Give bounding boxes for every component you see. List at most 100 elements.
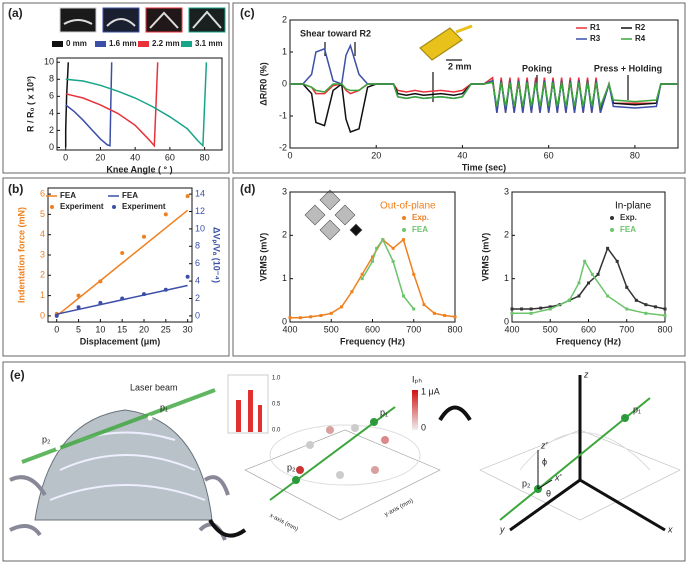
lattice-cell xyxy=(304,204,326,226)
photo-arc xyxy=(192,10,222,29)
y2-tick-label: 12 xyxy=(195,206,205,216)
dot xyxy=(326,426,334,434)
marker xyxy=(539,306,543,310)
marker xyxy=(401,238,405,242)
legend-label: 3.1 mm xyxy=(195,39,223,48)
x-tick-label: 25 xyxy=(161,324,171,334)
lattice-cell xyxy=(319,219,341,241)
panel-label: (a) xyxy=(8,6,23,20)
y-axis xyxy=(509,478,581,532)
photo-strip xyxy=(59,7,226,33)
legend-swatch xyxy=(610,228,614,232)
frame-c xyxy=(232,2,686,174)
x-tick-label: 40 xyxy=(457,150,467,160)
legend-label: 0 mm xyxy=(66,39,87,48)
bar3d xyxy=(236,400,241,432)
dot xyxy=(306,441,314,449)
series-line xyxy=(512,259,666,317)
y-tick-label: 4 xyxy=(40,229,45,239)
marker xyxy=(371,255,374,259)
y2-axis-label: ΔVₚ/Vₐ (10⁻⁴) xyxy=(212,227,222,283)
laser-label: Laser beam xyxy=(130,382,178,392)
legend-swatch xyxy=(181,41,192,47)
marker xyxy=(644,311,648,315)
marker xyxy=(510,307,514,311)
y-tick-label: 2 xyxy=(282,14,287,24)
x-tick-label: 600 xyxy=(365,324,380,334)
marker xyxy=(288,316,292,320)
xp-label: x' xyxy=(554,472,562,482)
dome-outline xyxy=(519,432,651,471)
dot xyxy=(351,424,359,432)
panel-label: (c) xyxy=(240,6,255,20)
legend-label: Experiment xyxy=(60,202,104,211)
legend-label: R4 xyxy=(635,34,646,43)
p1-label: p₁ xyxy=(160,402,168,412)
marker xyxy=(663,314,667,317)
y-tick-label: 6 xyxy=(40,188,45,198)
legend-label: FEA xyxy=(412,225,428,234)
marker xyxy=(185,194,190,199)
legend-swatch xyxy=(95,41,106,47)
marker xyxy=(520,307,524,311)
marker xyxy=(634,298,638,302)
legend-label: R2 xyxy=(635,23,646,32)
y-axis-label: VRMS (mV) xyxy=(480,233,490,282)
y-tick-label: 0 xyxy=(40,310,45,320)
x-tick-label: 80 xyxy=(200,152,210,162)
marker xyxy=(340,305,344,309)
marker xyxy=(360,272,364,276)
y-tick-label: 3 xyxy=(504,186,509,196)
x-axis-label: Knee Angle ( ° ) xyxy=(106,164,172,174)
colorbar xyxy=(412,390,418,430)
series-line xyxy=(65,62,208,148)
bar3d xyxy=(248,390,253,432)
marker xyxy=(391,259,395,263)
z-tick: 0.5 xyxy=(272,402,281,408)
y-tick-label: 3 xyxy=(282,186,287,196)
marker xyxy=(653,305,657,309)
x-axis-label: Displacement (μm) xyxy=(80,336,161,346)
marker xyxy=(98,300,103,305)
z-tick: 0.0 xyxy=(272,428,281,434)
x-tick-label: 700 xyxy=(619,324,634,334)
annotation: 2 mm xyxy=(448,61,472,71)
frame-d xyxy=(232,177,686,357)
bar3d xyxy=(258,405,262,432)
marker xyxy=(381,238,385,242)
y-tick-label: 2 xyxy=(504,230,509,240)
series-line xyxy=(56,209,189,317)
y2-tick-label: 8 xyxy=(195,241,200,251)
marker xyxy=(142,234,146,239)
x-tick-label: 30 xyxy=(183,324,193,334)
phi-label: ϕ xyxy=(542,456,547,466)
y-axis-label: ΔR/R0 (%) xyxy=(258,62,268,105)
marker xyxy=(453,315,457,319)
frame-a xyxy=(2,2,230,174)
zp-label: z' xyxy=(540,440,548,450)
x-tick-label: 400 xyxy=(504,324,519,334)
chart-title: Out-of-plane xyxy=(380,201,436,212)
x-tick-label: 20 xyxy=(139,324,149,334)
y2-tick-label: 2 xyxy=(195,293,200,303)
x-axis-label: Frequency (Hz) xyxy=(340,336,405,346)
marker xyxy=(142,292,146,297)
y-tick-label: -2 xyxy=(279,142,287,152)
legend-label: 2.2 mm xyxy=(152,39,180,48)
y-tick-label: -1 xyxy=(279,110,287,120)
x-tick-label: 60 xyxy=(544,150,554,160)
legend-label: FEA xyxy=(620,225,636,234)
marker xyxy=(76,293,81,298)
marker xyxy=(412,307,416,311)
marker xyxy=(401,294,405,298)
y-tick-label: 3 xyxy=(40,249,45,259)
legend-label: R3 xyxy=(590,34,601,43)
x-tick-label: 10 xyxy=(95,324,105,334)
z-label: z xyxy=(583,369,589,379)
lattice-cell xyxy=(334,204,356,226)
marker xyxy=(375,246,379,250)
marker xyxy=(98,279,103,284)
x-axis-label: x-axis (mm) xyxy=(268,513,298,533)
